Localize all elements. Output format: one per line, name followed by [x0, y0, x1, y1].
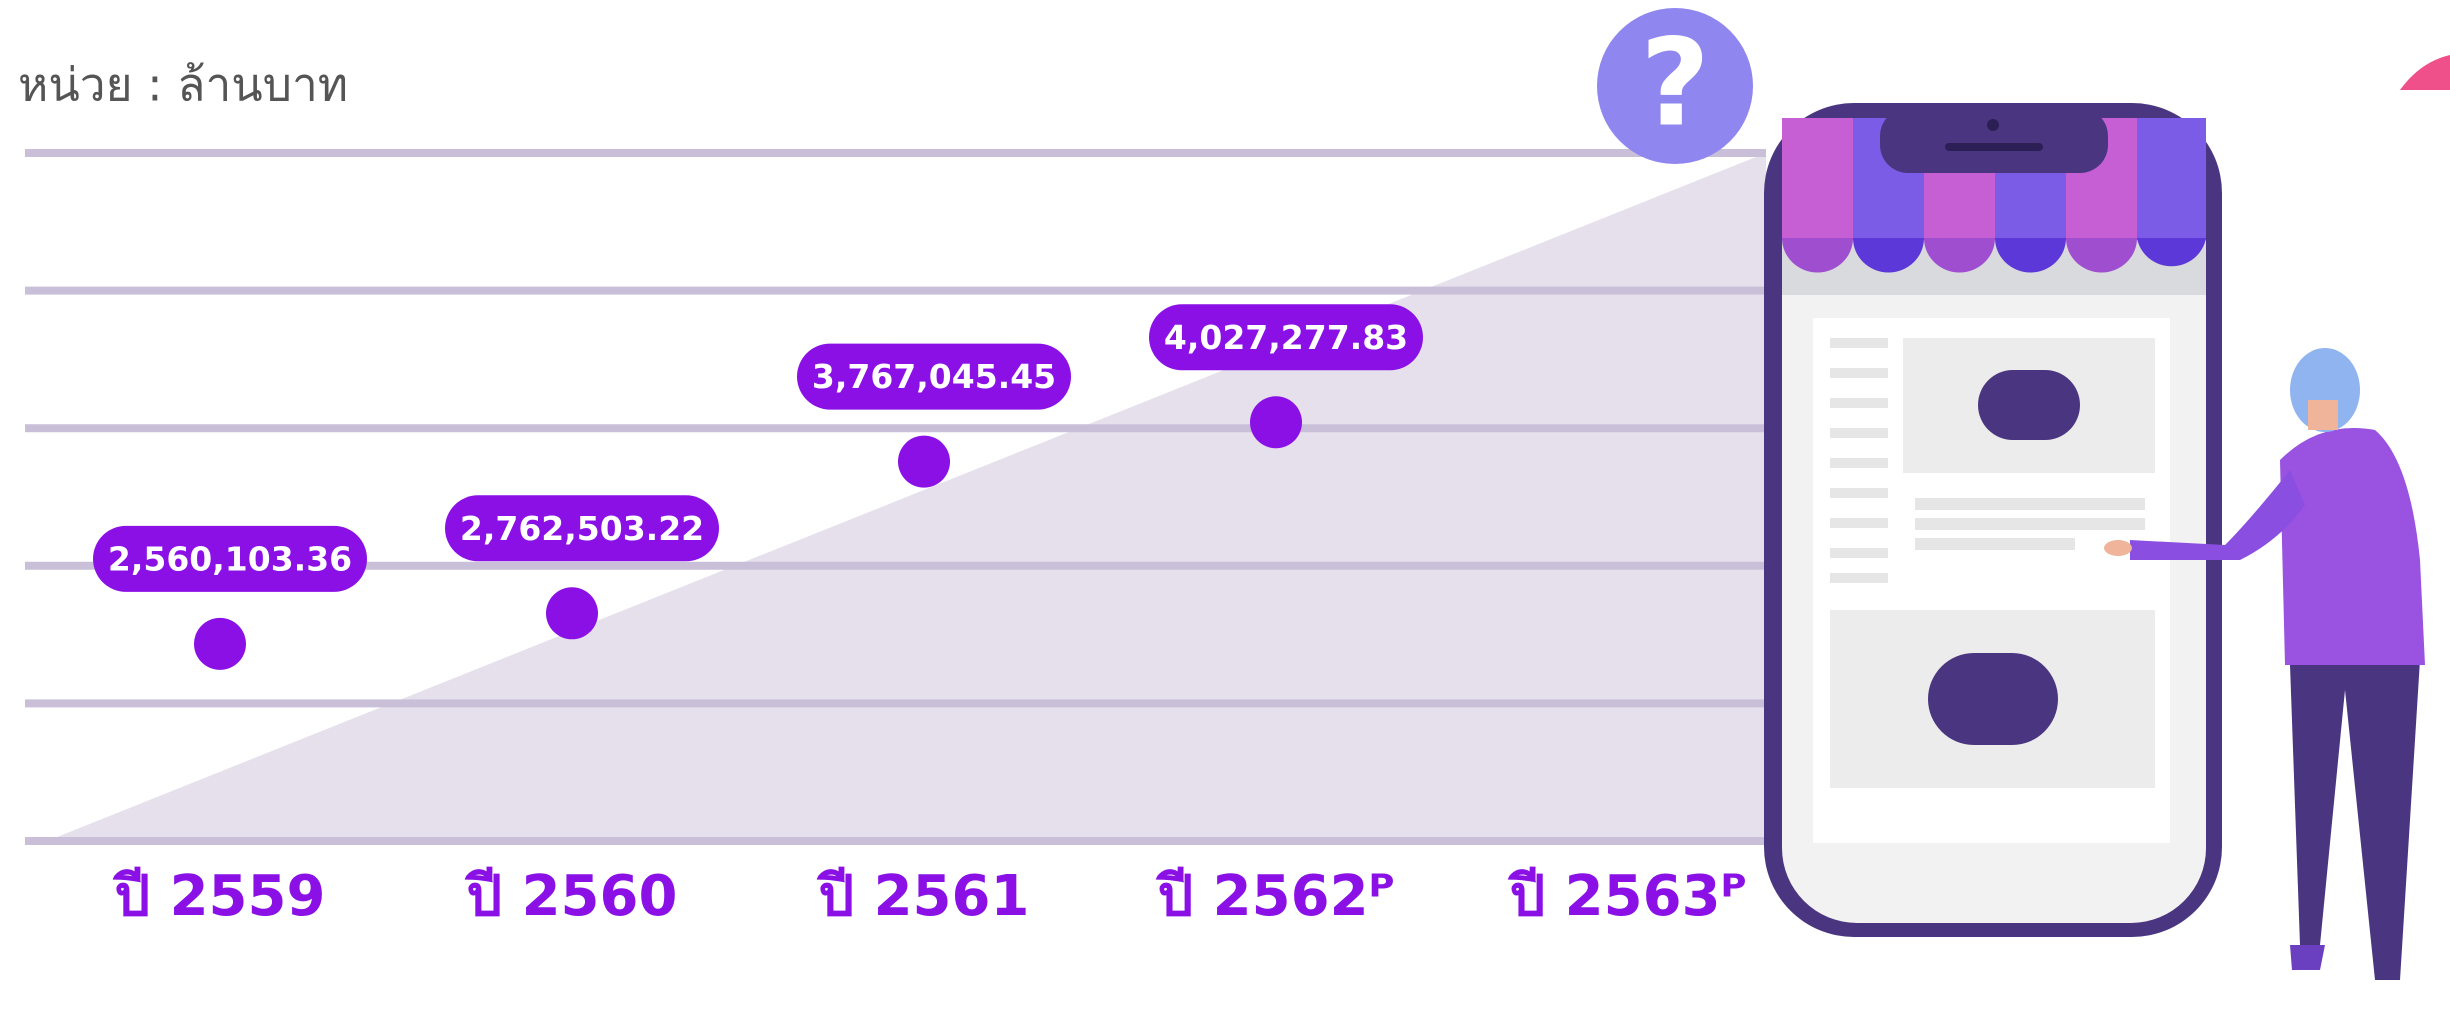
- question-badge: [1597, 8, 1753, 164]
- value-label-bg: [93, 525, 367, 592]
- person: [2104, 348, 2425, 980]
- x-tick-label: ปี 2562ᴾ: [1156, 864, 1395, 929]
- badge-text: ?: [1640, 15, 1710, 154]
- value-label: 2,762,503.22: [460, 509, 704, 548]
- x-tick-label: ปี 2559: [113, 864, 326, 929]
- awning: [1782, 118, 2206, 273]
- awning-shadow: [1782, 240, 2206, 295]
- point: [194, 617, 246, 670]
- value-label-bg: [445, 495, 719, 562]
- camera: [1987, 119, 1999, 131]
- x-tick-label: ปี 2563ᴾ: [1508, 864, 1747, 929]
- speaker: [1945, 143, 2043, 151]
- x-tick-label: ปี 2560: [465, 864, 678, 929]
- value-label-bg: [797, 343, 1071, 410]
- point: [546, 587, 598, 640]
- content-lines: [1830, 338, 2145, 583]
- point: [898, 435, 950, 488]
- phone-notch: [1880, 108, 2108, 173]
- value-label: 2,560,103.36: [108, 539, 352, 578]
- corner-decoration: [2400, 55, 2450, 90]
- unit-label: หน่วย : ล้านบาท: [18, 58, 348, 112]
- content-button: [1928, 653, 2058, 745]
- phone: [1764, 103, 2222, 937]
- x-tick-label: ปี 2561: [817, 864, 1030, 929]
- point: [1250, 396, 1302, 449]
- value-label-bg: [1149, 304, 1423, 371]
- value-label: 4,027,277.83: [1164, 318, 1408, 357]
- content-button: [1978, 370, 2080, 440]
- value-label: 3,767,045.45: [812, 357, 1056, 396]
- background-triangle: [47, 153, 1766, 841]
